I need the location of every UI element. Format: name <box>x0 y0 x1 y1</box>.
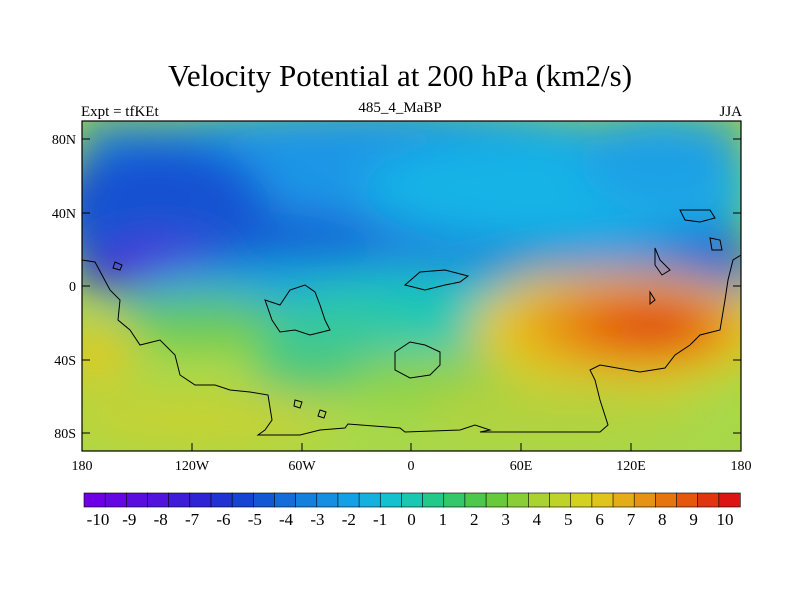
colorbar-swatch <box>549 492 572 508</box>
colorbar-swatch <box>83 492 106 508</box>
y-tick-label: 80S <box>54 427 76 442</box>
colorbar-swatch <box>126 492 149 508</box>
x-tick-label: 60W <box>288 459 316 474</box>
colorbar-label: -3 <box>310 510 324 529</box>
colorbar-swatch <box>485 492 508 508</box>
colorbar <box>83 492 741 508</box>
colorbar-label: -8 <box>154 510 168 529</box>
coastline-outline <box>82 209 741 436</box>
axis-ticks <box>81 138 742 451</box>
colorbar-swatch <box>655 492 678 508</box>
colorbar-swatch <box>316 492 339 508</box>
colorbar-label: -10 <box>87 510 110 529</box>
colorbar-swatch <box>274 492 297 508</box>
colorbar-label: 9 <box>689 510 698 529</box>
colorbar-swatch <box>676 492 699 508</box>
x-tick-label: 120W <box>175 459 210 474</box>
colorbar-label: 6 <box>595 510 604 529</box>
experiment-label: Expt = tfKEt <box>81 104 159 120</box>
colorbar-swatch <box>506 492 529 508</box>
colorbar-label: -4 <box>279 510 294 529</box>
colorbar-swatch <box>570 492 593 508</box>
chart-title: Velocity Potential at 200 hPa (km2/s) <box>167 58 633 93</box>
colorbar-swatch <box>147 492 170 508</box>
colorbar-label: 3 <box>501 510 510 529</box>
y-tick-label: 0 <box>69 280 76 295</box>
colorbar-label: 8 <box>658 510 667 529</box>
colorbar-label: -7 <box>185 510 200 529</box>
colorbar-swatch <box>379 492 403 508</box>
colorbar-swatch <box>401 492 424 508</box>
velocity-potential-field <box>82 121 741 451</box>
y-axis-labels: 80N 40N 0 40S 80S <box>52 133 76 442</box>
colorbar-swatch <box>104 492 127 508</box>
colorbar-label: 10 <box>717 510 734 529</box>
colorbar-swatch <box>358 492 381 508</box>
colorbar-label: 1 <box>439 510 448 529</box>
colorbar-swatch <box>528 492 551 508</box>
colorbar-label: -2 <box>342 510 356 529</box>
y-tick-label: 80N <box>52 133 76 148</box>
colorbar-label: 5 <box>564 510 573 529</box>
run-label: 485_4_MaBP <box>358 100 442 116</box>
y-tick-label: 40S <box>54 354 76 369</box>
colorbar-label: -6 <box>216 510 230 529</box>
colorbar-swatch <box>718 492 741 508</box>
colorbar-swatch <box>231 492 254 508</box>
y-tick-label: 40N <box>52 207 76 222</box>
colorbar-label: 0 <box>407 510 416 529</box>
colorbar-swatch <box>633 492 656 508</box>
colorbar-label: -9 <box>122 510 136 529</box>
x-tick-label: 180 <box>72 459 93 474</box>
x-tick-label: 0 <box>408 459 415 474</box>
colorbar-label: -1 <box>373 510 387 529</box>
colorbar-swatch <box>422 492 445 508</box>
x-tick-label: 180 <box>731 459 752 474</box>
colorbar-label: 7 <box>627 510 636 529</box>
season-label: JJA <box>719 104 742 120</box>
colorbar-swatch <box>612 492 635 508</box>
colorbar-swatch <box>697 492 720 508</box>
colorbar-swatch <box>252 492 276 508</box>
colorbar-swatch <box>464 492 487 508</box>
x-axis-labels: 180 120W 60W 0 60E 120E 180 <box>72 459 752 474</box>
colorbar-swatch <box>210 492 233 508</box>
colorbar-swatch <box>168 492 191 508</box>
colorbar-label: 4 <box>533 510 542 529</box>
x-tick-label: 120E <box>616 459 646 474</box>
colorbar-swatch <box>295 492 318 508</box>
colorbar-label: 2 <box>470 510 479 529</box>
x-tick-label: 60E <box>510 459 533 474</box>
colorbar-swatch <box>591 492 614 508</box>
colorbar-swatch <box>443 492 466 508</box>
colorbar-labels: -10 -9 -8 -7 -6 -5 -4 -3 -2 -1 0 1 2 3 4 5 6 7 8 9 10 <box>87 510 734 529</box>
colorbar-swatch <box>337 492 360 508</box>
colorbar-swatch <box>189 492 212 508</box>
colorbar-label: -5 <box>248 510 262 529</box>
